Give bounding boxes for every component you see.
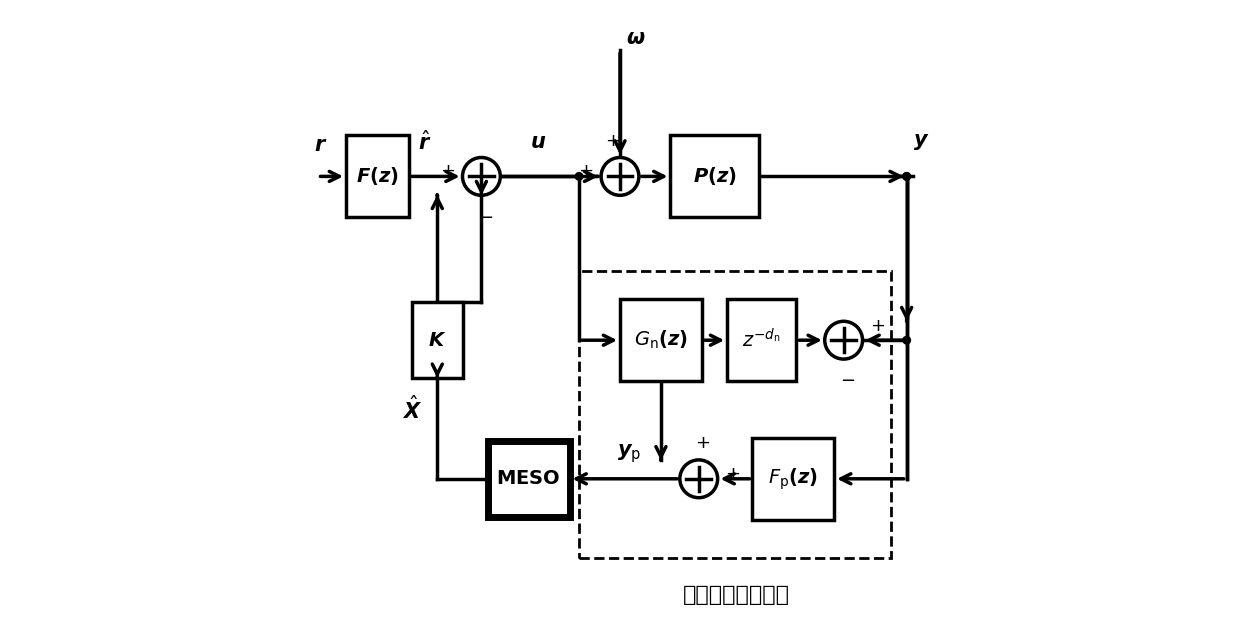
Bar <box>346 135 409 217</box>
Bar <box>727 299 796 381</box>
Text: $\boldsymbol{\omega}$: $\boldsymbol{\omega}$ <box>626 28 646 48</box>
Text: $\boldsymbol{K}$: $\boldsymbol{K}$ <box>428 331 446 350</box>
Circle shape <box>903 173 910 180</box>
Text: $-$: $-$ <box>477 207 492 225</box>
Text: $+$: $+$ <box>440 163 455 180</box>
Text: $\boldsymbol{G_{\mathrm{n}}(z)}$: $\boldsymbol{G_{\mathrm{n}}(z)}$ <box>634 329 688 352</box>
Bar <box>620 299 702 381</box>
Circle shape <box>825 321 863 359</box>
Text: $\hat{\boldsymbol{X}}$: $\hat{\boldsymbol{X}}$ <box>402 396 422 423</box>
Text: $\boldsymbol{P(z)}$: $\boldsymbol{P(z)}$ <box>693 166 737 187</box>
Bar <box>487 441 569 517</box>
Bar <box>753 438 835 520</box>
Bar <box>579 271 890 558</box>
Text: $z^{-d_{\mathrm{n}}}$: $z^{-d_{\mathrm{n}}}$ <box>743 329 781 352</box>
Bar <box>412 302 463 378</box>
Text: 滤波史密斯预估器: 滤波史密斯预估器 <box>683 585 790 605</box>
Text: $\boldsymbol{F_{\mathrm{p}}(z)}$: $\boldsymbol{F_{\mathrm{p}}(z)}$ <box>769 466 818 491</box>
Circle shape <box>575 173 583 180</box>
Text: $\boldsymbol{F(z)}$: $\boldsymbol{F(z)}$ <box>356 166 399 187</box>
Text: $+$: $+$ <box>578 163 594 180</box>
Text: $\boldsymbol{y}$: $\boldsymbol{y}$ <box>913 132 929 152</box>
Text: $\hat{\boldsymbol{r}}$: $\hat{\boldsymbol{r}}$ <box>418 130 432 154</box>
Text: $+$: $+$ <box>870 318 885 335</box>
Circle shape <box>680 460 718 498</box>
Circle shape <box>903 173 910 180</box>
Bar <box>671 135 759 217</box>
Text: $\mathbf{MESO}$: $\mathbf{MESO}$ <box>496 469 560 488</box>
Circle shape <box>601 158 639 195</box>
Circle shape <box>463 158 500 195</box>
Text: $\boldsymbol{r}$: $\boldsymbol{r}$ <box>314 135 327 155</box>
Circle shape <box>903 336 910 344</box>
Text: $+$: $+$ <box>725 465 740 483</box>
Text: $-$: $-$ <box>839 370 856 389</box>
Text: $+$: $+$ <box>605 132 620 150</box>
Text: $\boldsymbol{u}$: $\boldsymbol{u}$ <box>529 132 546 152</box>
Text: $+$: $+$ <box>694 434 711 452</box>
Text: $\boldsymbol{y}_{\mathrm{p}}$: $\boldsymbol{y}_{\mathrm{p}}$ <box>618 442 641 465</box>
